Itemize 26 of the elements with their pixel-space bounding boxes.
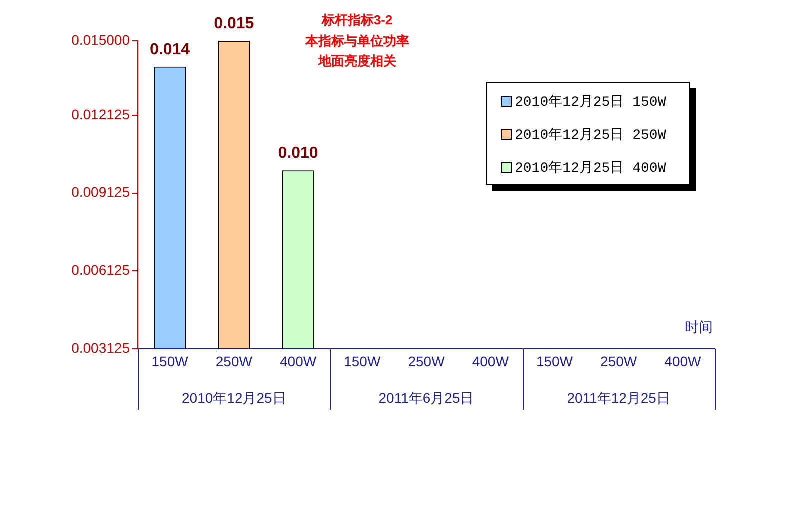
y-tick-label: 0.006125 [72, 262, 130, 278]
x-tick-label: 400W [280, 353, 318, 370]
x-tick-label: 400W [664, 353, 702, 370]
x-tick-label: 150W [536, 353, 574, 370]
x-tick-label: 400W [472, 353, 510, 370]
data-label: 0.015 [214, 15, 254, 32]
text: 2011年12月25日 [567, 390, 670, 406]
y-tick-label: 0.015000 [72, 32, 130, 48]
legend-label: 2010年12月25日 150W [515, 94, 666, 110]
chart-subtitle: 本指标与单位功率地面亮度相关 [304, 34, 410, 69]
text: 2011年6月25日 [378, 390, 474, 406]
y-tick-label: 0.009125 [72, 184, 130, 200]
x-tick-label: 150W [152, 353, 190, 370]
y-tick-label: 0.003125 [72, 340, 130, 356]
legend-label: 2010年12月25日 250W [515, 126, 666, 144]
x-tick-label: 250W [600, 353, 638, 370]
x-tick-label: 150W [344, 353, 382, 370]
chart-title: 标杆指标3-2 [320, 12, 393, 28]
data-label: 0.010 [278, 145, 318, 162]
text: 2010年12月25日 [182, 390, 286, 406]
x-axis-title: 时间 [685, 318, 713, 335]
x-tick-label: 250W [216, 353, 254, 370]
x-tick-label: 250W [408, 353, 446, 370]
data-label: 0.014 [150, 41, 190, 58]
legend-label: 2010年12月25日 400W [515, 160, 666, 176]
y-tick-label: 0.012125 [72, 106, 130, 122]
